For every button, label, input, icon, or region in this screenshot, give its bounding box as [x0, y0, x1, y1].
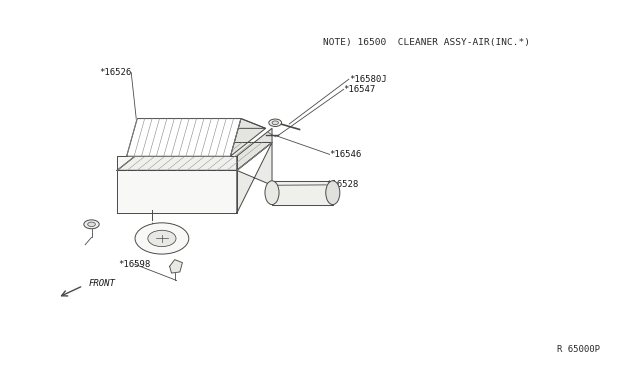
Ellipse shape — [265, 181, 279, 205]
Polygon shape — [272, 181, 333, 205]
Ellipse shape — [272, 121, 278, 125]
Ellipse shape — [148, 230, 176, 247]
Polygon shape — [237, 128, 272, 170]
Ellipse shape — [135, 223, 189, 254]
Ellipse shape — [84, 220, 99, 229]
Polygon shape — [117, 156, 237, 170]
Polygon shape — [138, 119, 266, 128]
Polygon shape — [127, 119, 241, 156]
Polygon shape — [170, 260, 182, 273]
Text: *16598: *16598 — [118, 260, 150, 269]
Text: FRONT: FRONT — [88, 279, 115, 288]
Text: *16528: *16528 — [326, 180, 358, 189]
Text: *16547: *16547 — [344, 85, 376, 94]
Polygon shape — [117, 142, 272, 170]
Polygon shape — [117, 142, 272, 170]
Text: NOTE) 16500  CLEANER ASSY-AIR(INC.*): NOTE) 16500 CLEANER ASSY-AIR(INC.*) — [323, 38, 530, 47]
Ellipse shape — [88, 222, 95, 227]
Ellipse shape — [269, 119, 282, 126]
Polygon shape — [127, 119, 162, 156]
Polygon shape — [117, 170, 237, 213]
Text: *16580J: *16580J — [349, 75, 387, 84]
Polygon shape — [127, 119, 241, 156]
Ellipse shape — [326, 181, 340, 205]
Polygon shape — [230, 119, 266, 156]
Text: *16526: *16526 — [99, 68, 131, 77]
Text: *16546: *16546 — [330, 150, 362, 159]
Text: R 65000P: R 65000P — [557, 345, 600, 354]
Polygon shape — [237, 142, 272, 213]
